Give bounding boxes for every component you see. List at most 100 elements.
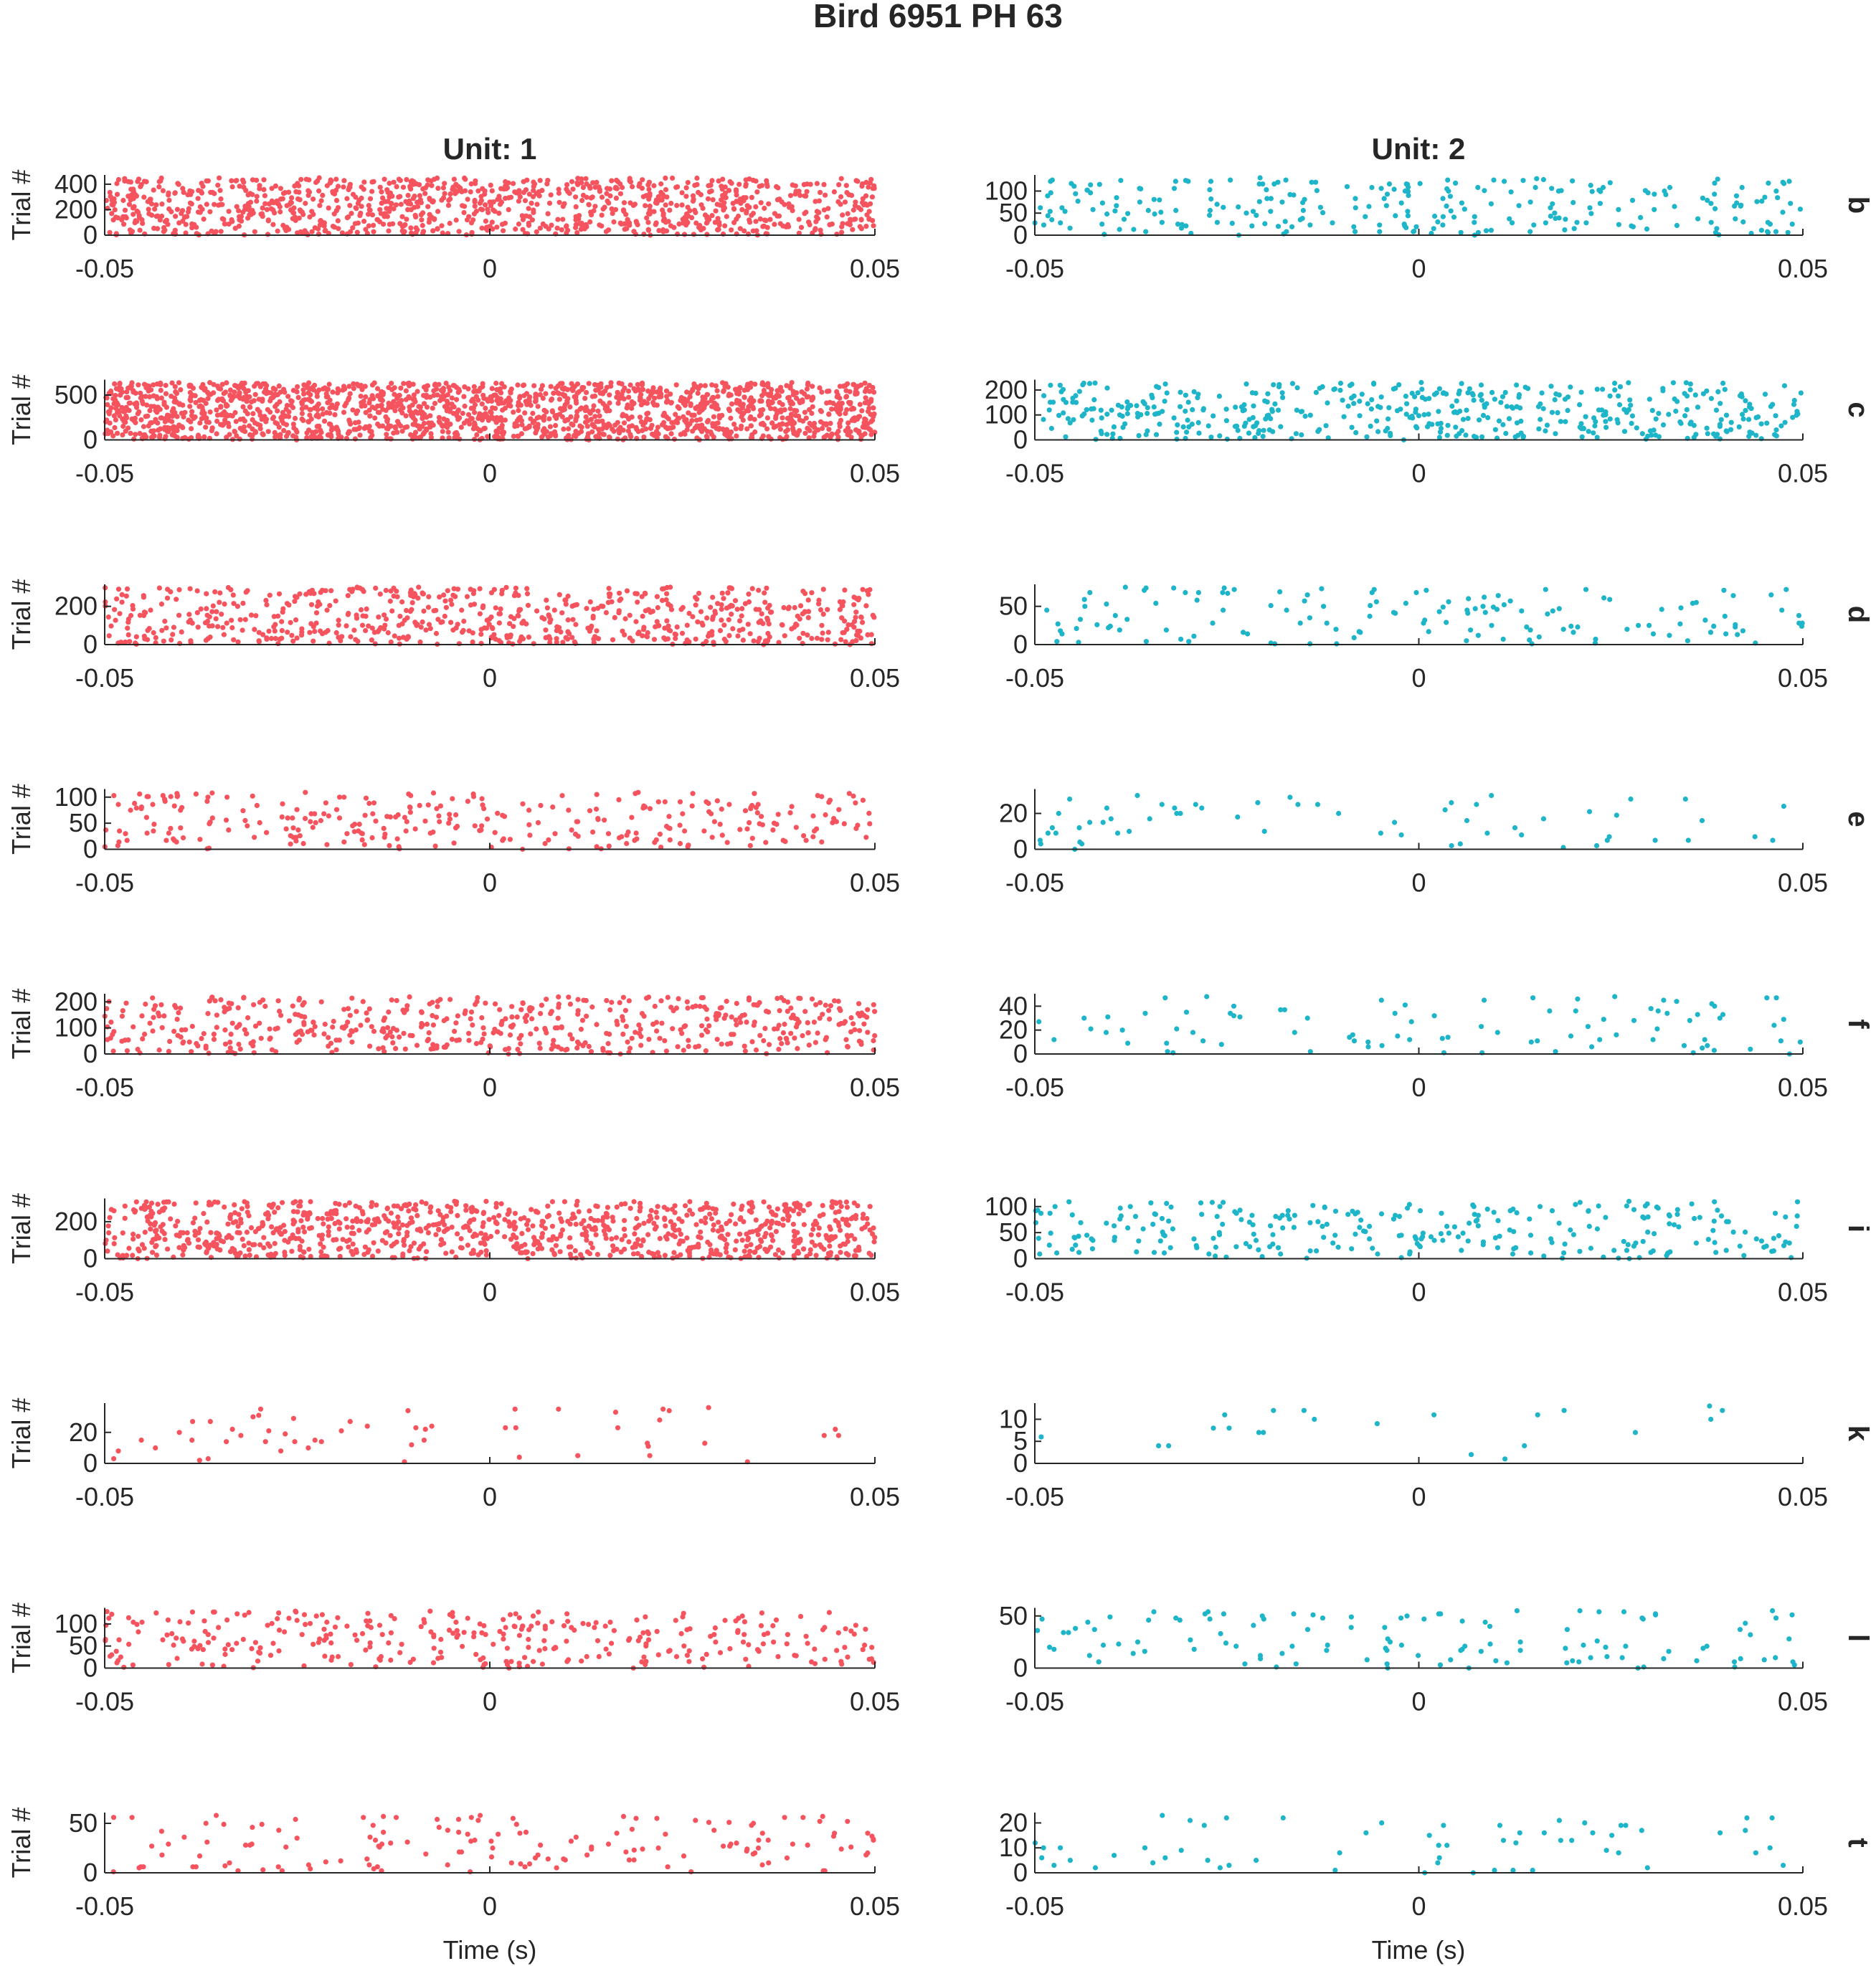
spike-point xyxy=(372,415,378,421)
spike-point xyxy=(209,425,215,431)
spike-point xyxy=(663,219,669,225)
spike-point xyxy=(862,380,868,386)
spike-point xyxy=(1117,227,1122,232)
y-tick-label: 50 xyxy=(69,808,98,837)
spike-point xyxy=(1740,416,1746,422)
spike-point xyxy=(163,391,169,396)
spike-point xyxy=(426,594,432,599)
spike-point xyxy=(1540,816,1547,822)
spike-point xyxy=(853,825,859,831)
spike-point xyxy=(295,196,301,202)
spike-point xyxy=(407,809,413,815)
spike-point xyxy=(359,184,364,190)
spike-point xyxy=(164,625,169,631)
spike-point xyxy=(689,803,695,809)
spike-point xyxy=(1466,596,1472,602)
spike-point xyxy=(855,628,861,634)
spike-point xyxy=(739,613,744,619)
x-tick-label: 0 xyxy=(1411,868,1426,898)
spike-point xyxy=(1233,404,1238,410)
spike-point xyxy=(1659,607,1664,612)
spike-point xyxy=(526,222,532,228)
spike-point xyxy=(524,621,529,627)
spike-point xyxy=(570,617,576,622)
spike-point xyxy=(356,383,361,389)
spike-point xyxy=(478,632,484,637)
spike-point xyxy=(180,424,186,431)
spike-point xyxy=(841,630,847,635)
spike-point xyxy=(1271,181,1277,187)
spike-point xyxy=(710,421,716,427)
spike-point xyxy=(380,195,386,201)
spike-point xyxy=(320,192,326,198)
spike-point xyxy=(719,617,724,623)
spike-point xyxy=(1795,411,1801,417)
spike-point xyxy=(744,210,749,216)
spike-point xyxy=(417,182,422,188)
spike-point xyxy=(1145,411,1150,417)
spike-point xyxy=(1638,214,1644,220)
spike-point xyxy=(428,178,434,184)
spike-point xyxy=(1781,383,1788,389)
spike-point xyxy=(427,217,432,222)
spike-point xyxy=(1577,402,1583,408)
spike-point xyxy=(1265,391,1271,396)
spike-point xyxy=(563,224,569,229)
spike-point xyxy=(1517,405,1523,411)
spike-point xyxy=(485,227,491,233)
spike-point xyxy=(1571,630,1576,635)
spike-point xyxy=(586,381,592,386)
spike-point xyxy=(260,205,265,211)
spike-point xyxy=(719,607,724,612)
spike-point xyxy=(1313,389,1319,396)
spike-point xyxy=(1199,805,1205,811)
spike-point xyxy=(1565,394,1571,400)
spike-point xyxy=(1548,213,1553,219)
spike-point xyxy=(851,602,857,607)
spike-point xyxy=(316,226,321,232)
spike-point xyxy=(1102,232,1107,237)
spike-point xyxy=(693,636,698,642)
spike-point xyxy=(1600,386,1606,392)
spike-point xyxy=(380,390,387,396)
spike-point xyxy=(414,204,421,209)
spike-point xyxy=(1337,380,1344,386)
spike-point xyxy=(704,433,709,440)
spike-point xyxy=(111,199,117,205)
spike-point xyxy=(686,639,692,645)
spike-point xyxy=(548,397,554,403)
spike-point xyxy=(1627,397,1633,403)
x-tick-label: 0.05 xyxy=(850,868,900,898)
spike-point xyxy=(676,405,682,412)
spike-point xyxy=(252,835,257,840)
spike-point xyxy=(148,420,154,426)
spike-point xyxy=(1134,792,1140,799)
spike-point xyxy=(201,397,207,404)
spike-point xyxy=(775,812,781,817)
spike-point xyxy=(479,417,485,423)
spike-point xyxy=(500,812,506,818)
spike-point xyxy=(1550,608,1555,614)
spike-point xyxy=(124,837,130,843)
y-tick-label: 0 xyxy=(83,425,98,455)
spike-point xyxy=(1092,380,1098,386)
spike-point xyxy=(716,413,722,419)
spike-point xyxy=(1369,396,1375,403)
spike-point xyxy=(615,179,621,184)
spike-point xyxy=(427,424,433,430)
spike-point xyxy=(665,398,671,404)
spike-point xyxy=(819,622,825,628)
spike-point xyxy=(806,407,813,413)
spike-point xyxy=(1341,414,1347,419)
spike-point xyxy=(1672,396,1677,402)
spike-point xyxy=(797,635,802,641)
spike-point xyxy=(143,179,149,185)
spike-point xyxy=(112,424,118,431)
spike-point xyxy=(1440,604,1446,610)
spike-point xyxy=(641,232,647,237)
spike-point xyxy=(1520,178,1526,184)
spike-point xyxy=(219,216,225,222)
spike-point xyxy=(219,396,225,403)
spike-point xyxy=(1540,406,1546,412)
